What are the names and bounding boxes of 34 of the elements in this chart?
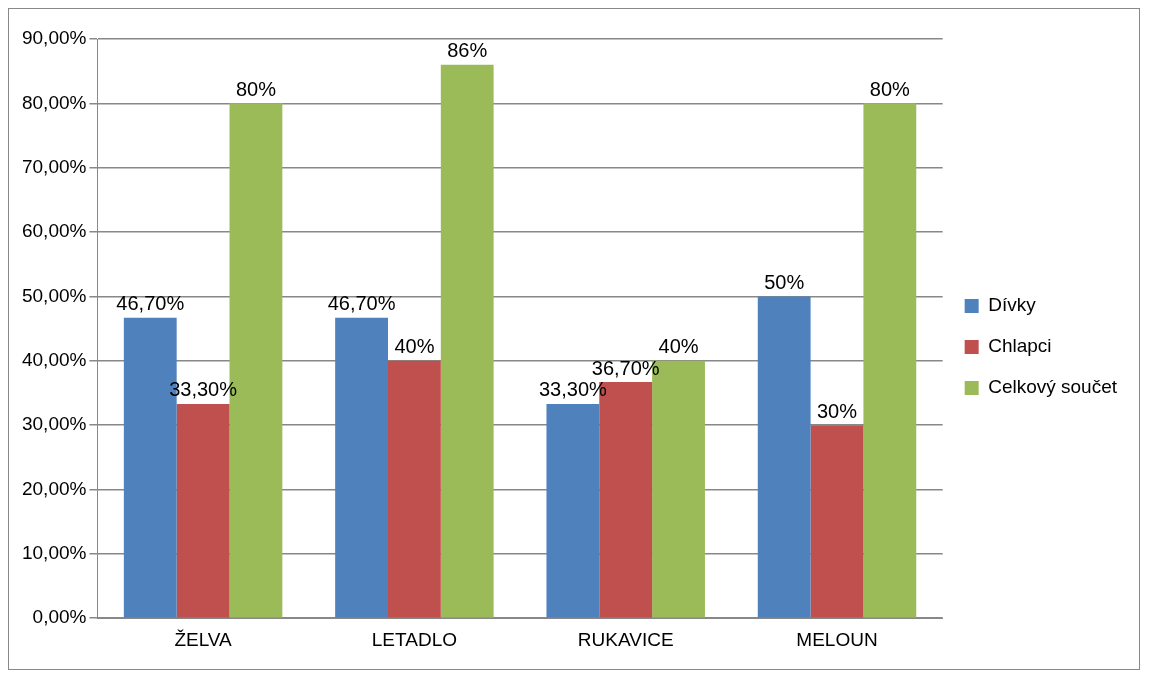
y-tick-label: 10,00% bbox=[21, 542, 87, 564]
x-tick-label: ŽELVA bbox=[174, 628, 233, 650]
data-label: 50% bbox=[764, 270, 805, 293]
bar bbox=[440, 64, 494, 618]
data-label: 80% bbox=[235, 77, 277, 100]
bar bbox=[757, 296, 811, 618]
y-tick-label: 60,00% bbox=[21, 220, 87, 242]
data-label: 30% bbox=[817, 399, 858, 422]
y-tick-label: 80,00% bbox=[21, 91, 87, 113]
legend-label: Dívky bbox=[988, 294, 1037, 316]
y-tick-label: 70,00% bbox=[21, 155, 87, 177]
y-tick-label: 50,00% bbox=[21, 284, 87, 306]
data-label: 40% bbox=[658, 335, 699, 358]
y-tick-label: 20,00% bbox=[21, 477, 87, 499]
data-label: 46,70% bbox=[327, 292, 396, 315]
y-tick-label: 90,00% bbox=[21, 27, 87, 49]
y-tick-label: 40,00% bbox=[21, 349, 87, 371]
bar bbox=[387, 360, 441, 618]
data-label: 86% bbox=[447, 39, 488, 62]
x-tick-label: MELOUN bbox=[796, 628, 878, 650]
data-label: 80% bbox=[869, 77, 911, 100]
bar bbox=[546, 403, 600, 618]
data-label: 40% bbox=[394, 335, 435, 358]
x-tick-label: RUKAVICE bbox=[577, 628, 674, 650]
y-tick-label: 0,00% bbox=[32, 606, 87, 628]
data-label: 46,70% bbox=[116, 292, 185, 315]
y-tick-label: 30,00% bbox=[21, 413, 87, 435]
bar bbox=[335, 317, 388, 618]
bar bbox=[863, 103, 917, 618]
legend-label: Chlapci bbox=[988, 335, 1052, 357]
bar bbox=[810, 425, 864, 618]
x-tick-label: LETADLO bbox=[371, 628, 457, 650]
bar bbox=[176, 403, 230, 618]
legend-label: Celkový součet bbox=[988, 376, 1118, 398]
